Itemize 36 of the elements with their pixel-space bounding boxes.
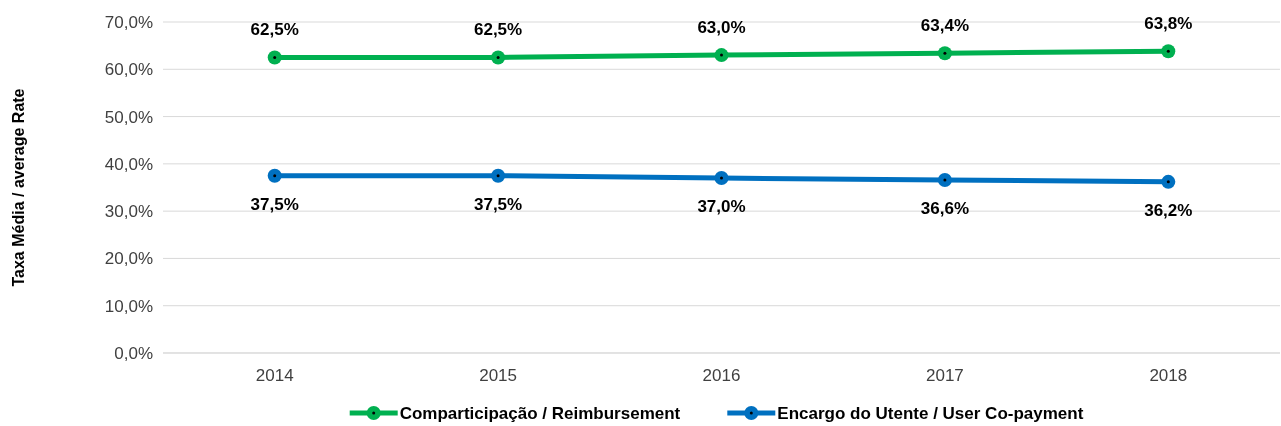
y-tick-label: 20,0% [104,249,153,269]
x-tick-label: 2014 [255,366,294,385]
y-tick-label: 60,0% [104,60,153,80]
point [491,168,506,183]
data-label: 37,5% [474,194,523,214]
x-tick-label: 2015 [479,366,518,385]
point [937,172,952,187]
point [937,46,952,61]
y-tick-label: 50,0% [104,107,153,127]
point [714,48,729,63]
x-tick-label: 2017 [925,366,964,385]
point [1161,44,1176,59]
point [491,50,506,65]
legend-label: Encargo do Utente / User Co-payment [777,403,1084,423]
point [714,171,729,186]
point [1161,174,1176,189]
y-tick-label: 10,0% [104,296,153,316]
data-label: 63,8% [1144,14,1193,34]
data-label: 36,2% [1144,200,1193,220]
y-tick-label: 0,0% [114,343,153,363]
x-tick-label: 2018 [1149,366,1188,385]
data-label: 37,5% [250,194,299,214]
y-tick-label: 70,0% [104,12,153,32]
data-label: 62,5% [474,20,523,40]
data-label: 37,0% [697,197,746,217]
y-axis-title: Taxa Média / average Rate [10,88,27,287]
data-label: 63,4% [920,16,969,36]
y-tick-label: 40,0% [104,154,153,174]
data-label: 62,5% [250,20,299,40]
y-tick-label: 30,0% [104,202,153,222]
x-tick-label: 2016 [702,366,741,385]
legend-label: Comparticipação / Reimbursement [399,403,681,423]
data-label: 63,0% [697,18,746,38]
point [267,50,282,65]
point [267,168,282,183]
data-label: 36,6% [920,198,969,218]
